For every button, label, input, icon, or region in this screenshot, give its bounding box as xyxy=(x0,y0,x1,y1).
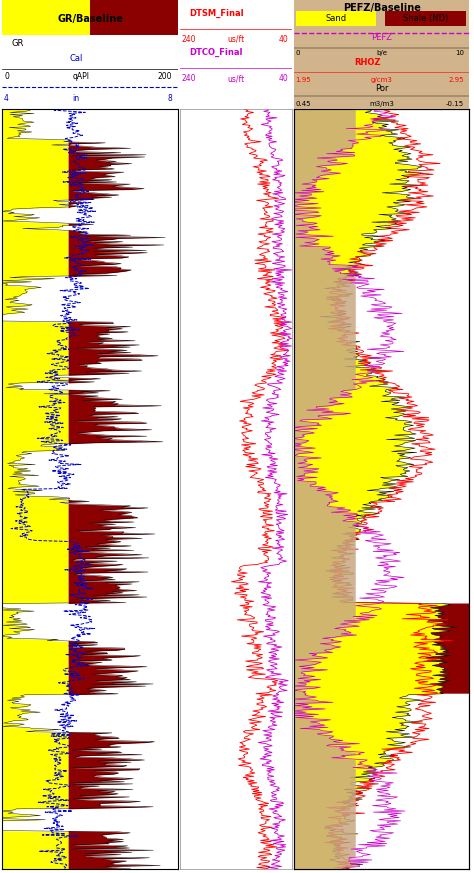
Text: 4: 4 xyxy=(4,93,9,103)
Text: 10: 10 xyxy=(455,51,464,57)
Text: 40: 40 xyxy=(278,35,288,44)
Text: DTCO_Final: DTCO_Final xyxy=(189,48,243,57)
Text: 2.95: 2.95 xyxy=(448,77,464,83)
Text: b/e: b/e xyxy=(376,51,387,57)
Text: PEFZ: PEFZ xyxy=(371,32,392,42)
Text: us/ft: us/ft xyxy=(227,35,245,44)
Text: GR/Baseline: GR/Baseline xyxy=(57,14,123,24)
Text: 240: 240 xyxy=(181,35,196,44)
Text: Cal: Cal xyxy=(69,54,82,64)
Text: Shale (ND): Shale (ND) xyxy=(403,14,448,23)
Bar xyxy=(90,0,178,35)
Bar xyxy=(296,10,376,26)
Text: 1.95: 1.95 xyxy=(296,77,311,83)
Bar xyxy=(2,0,90,35)
Text: 0: 0 xyxy=(296,51,300,57)
Text: -0.15: -0.15 xyxy=(446,100,464,107)
Text: PEFZ/Baseline: PEFZ/Baseline xyxy=(343,3,420,12)
Text: in: in xyxy=(73,93,80,103)
Text: m3/m3: m3/m3 xyxy=(369,100,394,107)
Text: 8: 8 xyxy=(168,93,173,103)
Text: GR: GR xyxy=(11,39,24,48)
Text: 0.45: 0.45 xyxy=(296,100,311,107)
Text: 40: 40 xyxy=(278,74,288,83)
Text: 240: 240 xyxy=(181,74,196,83)
Text: 200: 200 xyxy=(158,72,173,81)
Bar xyxy=(385,10,466,26)
Text: RHOZ: RHOZ xyxy=(354,58,381,66)
Text: us/ft: us/ft xyxy=(227,74,245,83)
Text: Sand: Sand xyxy=(326,14,346,23)
Text: DTSM_Final: DTSM_Final xyxy=(189,9,244,17)
Text: 0: 0 xyxy=(4,72,9,81)
Text: qAPI: qAPI xyxy=(73,72,90,81)
Text: Por: Por xyxy=(375,84,388,93)
Text: g/cm3: g/cm3 xyxy=(371,77,392,83)
